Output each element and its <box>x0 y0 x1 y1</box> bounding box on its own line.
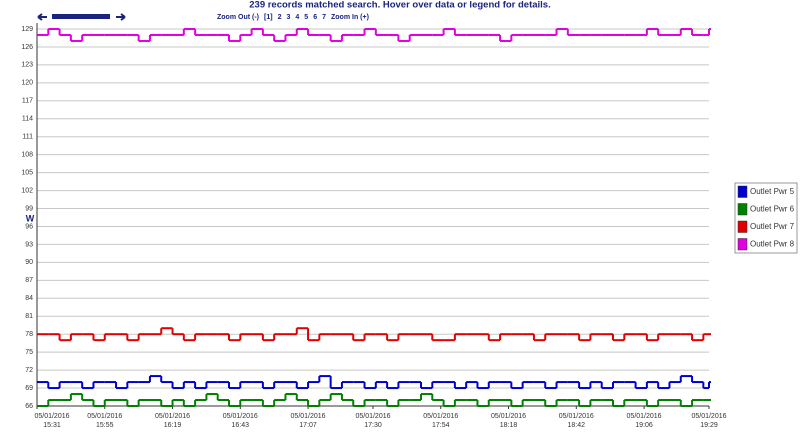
page-link[interactable]: 3 <box>286 14 290 21</box>
page-link[interactable]: [1] <box>264 14 273 21</box>
page-link[interactable]: 2 <box>278 14 282 21</box>
x-tick-label: 05/01/2016 15:31 <box>34 413 69 429</box>
y-tick-label: 114 <box>22 116 33 123</box>
y-tick-label: 102 <box>21 187 33 194</box>
y-tick-label: 75 <box>25 349 33 356</box>
legend-swatch[interactable] <box>737 185 748 198</box>
y-tick-label: 93 <box>25 241 33 248</box>
x-tick-label: 05/01/2016 19:06 <box>627 413 662 429</box>
x-tick-label: 05/01/2016 18:18 <box>491 413 526 429</box>
legend-swatch[interactable] <box>737 203 748 216</box>
y-tick-label: 123 <box>21 62 33 69</box>
x-tick-label: 05/01/2016 16:19 <box>155 413 190 429</box>
x-tick-label: 05/01/2016 17:30 <box>355 413 390 429</box>
x-tick-label: 05/01/2016 17:07 <box>291 413 326 429</box>
chart-title: 239 records matched search. Hover over d… <box>249 0 550 11</box>
x-tick-label: 05/01/2016 18:42 <box>559 413 594 429</box>
zoom-in[interactable]: Zoom In (+) <box>331 14 369 21</box>
y-tick-label: 69 <box>25 385 33 392</box>
y-tick-label: 117 <box>22 98 33 105</box>
legend-label[interactable]: Outlet Pwr 5 <box>750 187 795 196</box>
y-tick-label: 120 <box>21 80 33 87</box>
y-tick-label: 129 <box>21 26 33 33</box>
legend-swatch[interactable] <box>737 220 748 233</box>
page-link[interactable]: 7 <box>322 14 326 21</box>
x-tick-label: 05/01/2016 19:29 <box>691 413 726 429</box>
y-tick-label: 96 <box>25 223 33 230</box>
y-tick-label: 126 <box>21 44 33 51</box>
series <box>37 327 711 342</box>
series <box>37 375 711 390</box>
y-tick-label: 78 <box>25 331 33 338</box>
x-tick-label: 05/01/2016 17:54 <box>423 413 458 429</box>
y-tick-label: 87 <box>25 277 33 284</box>
y-axis-label: W <box>26 213 35 223</box>
y-tick-label: 90 <box>25 259 33 266</box>
legend-label[interactable]: Outlet Pwr 6 <box>750 204 795 213</box>
y-tick-label: 105 <box>21 169 33 176</box>
x-tick-label: 05/01/2016 16:43 <box>223 413 258 429</box>
right-arrow[interactable] <box>116 13 126 21</box>
page-link[interactable]: 4 <box>295 14 299 21</box>
y-tick-label: 72 <box>25 367 33 374</box>
legend-label[interactable]: Outlet Pwr 8 <box>750 239 795 248</box>
left-arrow[interactable] <box>37 13 47 21</box>
y-tick-label: 66 <box>25 403 33 410</box>
scroll-bar[interactable] <box>52 14 110 19</box>
page-link[interactable]: 5 <box>304 14 308 21</box>
legend-swatch[interactable] <box>737 238 748 251</box>
y-tick-label: 111 <box>22 134 33 141</box>
legend-label[interactable]: Outlet Pwr 7 <box>750 222 795 231</box>
zoom-out[interactable]: Zoom Out (-) <box>217 14 259 21</box>
y-tick-label: 108 <box>21 152 33 159</box>
series <box>37 393 711 407</box>
y-tick-label: 84 <box>25 295 33 302</box>
series <box>37 28 711 42</box>
x-tick-label: 05/01/2016 15:55 <box>87 413 122 429</box>
page-link[interactable]: 6 <box>313 14 317 21</box>
scroll-nav[interactable] <box>37 13 126 21</box>
y-tick-label: 81 <box>25 313 33 320</box>
y-tick-label: 99 <box>25 205 33 212</box>
